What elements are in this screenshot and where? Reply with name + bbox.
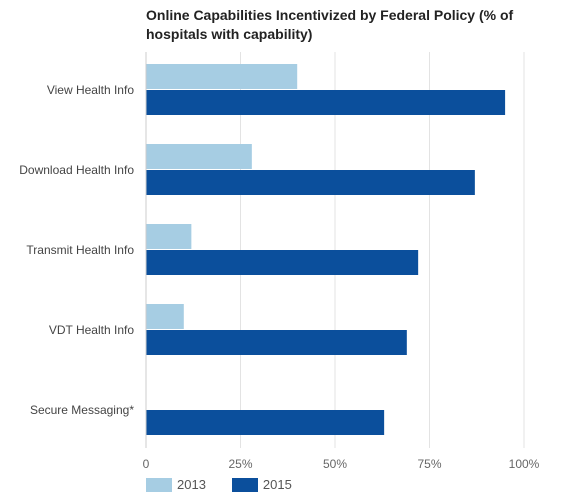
legend: 2013 2015 — [146, 477, 318, 492]
x-tick-label: 50% — [323, 457, 347, 471]
y-category-label: Secure Messaging* — [30, 403, 134, 417]
bar-2015 — [146, 330, 407, 355]
bar-2013 — [146, 304, 184, 329]
bar-2013 — [146, 144, 252, 169]
bar-2015 — [146, 170, 475, 195]
x-tick-label: 25% — [228, 457, 252, 471]
y-category-label: View Health Info — [47, 83, 134, 97]
x-tick-label: 75% — [417, 457, 441, 471]
legend-label-2015: 2015 — [262, 477, 292, 492]
y-category-label: VDT Health Info — [49, 323, 134, 337]
legend-swatch-2013 — [146, 477, 172, 492]
bar-2015 — [146, 250, 419, 275]
x-tick-label: 100% — [509, 457, 540, 471]
bar-2015 — [146, 410, 385, 435]
bar-2013 — [146, 64, 298, 89]
bar-2013 — [146, 224, 192, 249]
bar-2015 — [146, 90, 506, 115]
y-category-label: Download Health Info — [19, 163, 134, 177]
chart-title: Online Capabilities Incentivized by Fede… — [146, 7, 514, 42]
legend-label-2013: 2013 — [177, 477, 206, 492]
legend-item-2013[interactable]: 2013 — [146, 477, 206, 492]
y-category-label: Transmit Health Info — [26, 243, 134, 257]
legend-item-2015[interactable]: 2015 — [231, 477, 292, 492]
legend-swatch-2015 — [231, 477, 258, 492]
x-tick-label: 0 — [143, 457, 150, 471]
